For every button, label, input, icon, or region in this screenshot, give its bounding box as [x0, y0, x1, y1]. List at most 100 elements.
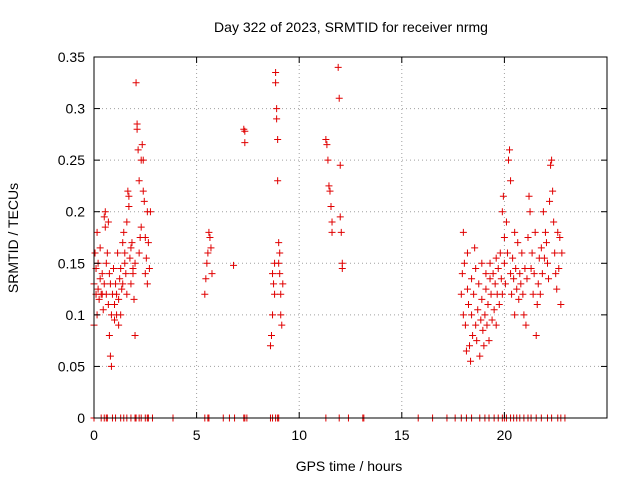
chart-title: Day 322 of 2023, SRMTID for receiver nrm…	[214, 19, 488, 35]
data-point	[273, 105, 281, 113]
data-point	[474, 306, 482, 314]
data-point	[335, 94, 343, 102]
data-point	[513, 285, 521, 293]
data-point	[123, 290, 131, 298]
data-point	[473, 337, 481, 345]
data-point	[457, 290, 465, 298]
axis-ticks: 0 0.05 0.1 0.15 0.2 0.25 0.3 0.35 0 5 10 15 20	[58, 49, 607, 443]
data-point	[326, 187, 334, 195]
data-point	[230, 261, 238, 269]
data-point	[521, 264, 529, 272]
data-point	[337, 228, 345, 236]
data-point	[328, 228, 336, 236]
data-point	[557, 301, 565, 309]
data-point	[134, 146, 142, 154]
data-point	[479, 326, 487, 334]
data-point	[545, 275, 553, 283]
data-point	[336, 161, 344, 169]
data-point	[547, 161, 555, 169]
data-point	[106, 352, 114, 360]
data-point	[539, 208, 547, 216]
data-point	[202, 275, 210, 283]
data-point	[514, 239, 522, 247]
data-point	[323, 141, 331, 149]
data-point	[137, 223, 145, 231]
data-point	[96, 275, 104, 283]
data-point	[488, 316, 496, 324]
data-point	[524, 234, 532, 241]
data-point	[543, 259, 551, 267]
data-point	[275, 259, 283, 267]
data-point	[532, 331, 540, 339]
data-point	[526, 208, 534, 216]
data-point	[203, 259, 211, 267]
y-tick-label: 0.05	[58, 358, 85, 374]
data-point	[537, 244, 545, 252]
data-point	[267, 331, 275, 339]
data-point	[206, 234, 214, 241]
data-point	[498, 208, 506, 216]
data-point	[485, 337, 493, 345]
data-point	[470, 290, 478, 298]
data-point	[115, 295, 123, 303]
data-point	[556, 234, 564, 241]
data-point	[502, 218, 510, 226]
data-point	[529, 290, 537, 298]
data-point	[322, 136, 330, 144]
data-point	[143, 280, 151, 288]
data-point	[94, 285, 102, 293]
data-point	[497, 275, 505, 283]
data-point	[127, 280, 135, 288]
data-point	[123, 218, 131, 226]
data-point	[509, 254, 517, 262]
data-point	[274, 136, 282, 144]
data-point	[459, 228, 467, 236]
data-point	[475, 280, 483, 288]
data-point	[482, 270, 490, 278]
data-point	[146, 208, 154, 216]
data-point	[552, 270, 560, 278]
data-point	[114, 249, 122, 257]
data-point	[130, 295, 138, 303]
data-point	[553, 285, 561, 293]
data-point	[531, 228, 539, 236]
data-point	[117, 311, 125, 319]
data-point	[518, 249, 526, 257]
data-point	[492, 321, 500, 329]
data-point	[100, 213, 108, 221]
data-point	[96, 244, 104, 252]
data-point	[511, 228, 519, 236]
data-point	[128, 239, 136, 247]
data-point	[522, 321, 530, 329]
data-point	[113, 290, 121, 298]
data-point	[107, 362, 115, 370]
data-point	[466, 342, 474, 350]
data-point	[472, 264, 480, 272]
data-point	[101, 208, 109, 216]
data-point	[463, 285, 471, 293]
plot-frame	[93, 56, 608, 419]
data-point	[140, 197, 148, 205]
data-point	[515, 295, 523, 303]
data-point	[93, 228, 101, 236]
y-tick-label: 0.3	[66, 101, 86, 117]
data-point	[472, 321, 480, 329]
data-point	[119, 280, 127, 288]
data-point	[145, 264, 153, 272]
data-point	[519, 290, 527, 298]
data-point	[484, 301, 492, 309]
data-point	[550, 218, 558, 226]
data-point	[325, 182, 333, 190]
data-point	[546, 197, 554, 205]
data-point	[505, 156, 513, 164]
data-point	[536, 290, 544, 298]
data-point	[276, 249, 284, 257]
data-point	[278, 321, 286, 329]
data-point	[129, 270, 137, 278]
data-point	[272, 68, 280, 76]
data-point	[115, 321, 123, 329]
x-tick-label: 10	[291, 427, 307, 443]
x-tick-label: 15	[394, 427, 410, 443]
data-point	[95, 295, 103, 303]
data-point	[458, 270, 466, 278]
